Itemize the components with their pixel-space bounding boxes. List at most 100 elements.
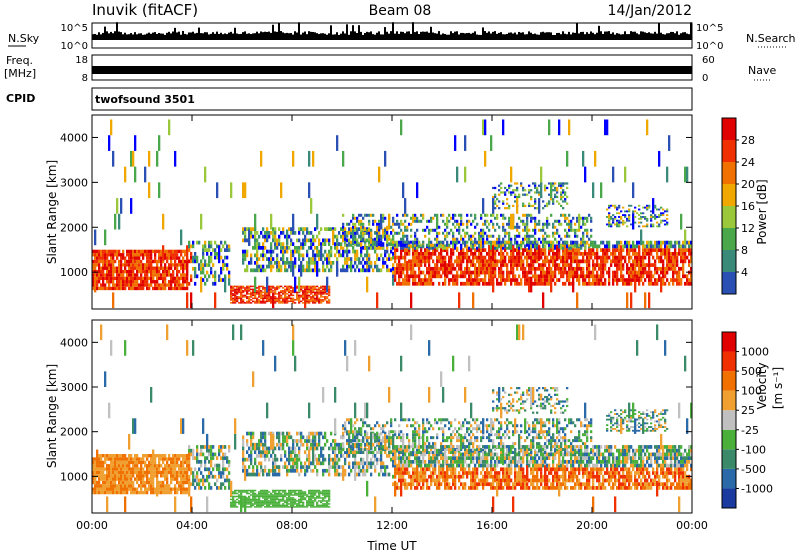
data-cell — [568, 246, 571, 250]
data-cell — [568, 266, 571, 271]
data-cell — [274, 300, 277, 303]
nsky-bar — [506, 33, 508, 40]
nsky-bar — [664, 34, 666, 40]
data-cell — [148, 464, 151, 468]
data-cell — [562, 213, 565, 217]
data-cell — [670, 244, 673, 249]
data-cell — [568, 244, 571, 249]
data-cell — [246, 296, 249, 298]
data-cell — [542, 222, 545, 226]
data-cell — [118, 490, 121, 495]
data-cell — [536, 240, 539, 244]
data-cell — [482, 244, 485, 249]
nsky-bar — [94, 33, 96, 40]
data-cell — [104, 477, 107, 481]
data-cell — [162, 467, 165, 471]
data-cell — [632, 182, 635, 199]
data-cell — [498, 184, 501, 187]
data-cell — [252, 293, 255, 295]
nsky-bar — [206, 32, 208, 40]
data-cell — [452, 248, 455, 252]
data-cell — [308, 285, 311, 288]
data-cell — [558, 234, 561, 238]
data-cell — [684, 259, 687, 264]
data-cell — [118, 480, 121, 485]
data-cell — [596, 248, 599, 252]
data-cell — [252, 288, 255, 291]
nsky-bar — [368, 32, 370, 40]
data-cell — [142, 276, 145, 281]
data-cell — [492, 263, 495, 267]
nsky-bar — [340, 33, 342, 40]
data-cell — [314, 268, 317, 273]
data-cell — [384, 253, 387, 258]
data-cell — [522, 274, 525, 279]
data-cell — [248, 297, 251, 300]
data-cell — [364, 253, 367, 258]
data-cell — [532, 274, 535, 279]
data-cell — [142, 249, 145, 254]
nsky-label: N.Sky — [8, 32, 40, 45]
data-cell — [678, 251, 681, 256]
data-cell — [644, 251, 647, 256]
data-cell — [488, 281, 491, 286]
data-cell — [168, 487, 171, 491]
data-cell — [282, 253, 285, 258]
data-cell — [634, 210, 637, 213]
data-cell — [172, 454, 175, 458]
data-cell — [658, 244, 661, 249]
data-cell — [264, 300, 267, 303]
data-cell — [158, 470, 161, 475]
data-cell — [492, 186, 495, 190]
data-cell — [170, 467, 173, 471]
data-cell — [608, 212, 611, 215]
data-cell — [160, 286, 163, 291]
data-cell — [264, 294, 267, 297]
data-cell — [588, 270, 591, 275]
data-cell — [392, 228, 395, 232]
data-cell — [672, 244, 675, 249]
data-cell — [602, 248, 605, 252]
data-cell — [416, 259, 419, 264]
data-cell — [502, 222, 505, 226]
data-cell — [144, 460, 147, 465]
data-cell — [150, 283, 153, 287]
data-cell — [440, 263, 443, 267]
data-cell — [582, 266, 585, 271]
data-cell — [588, 259, 591, 264]
data-cell — [398, 278, 401, 282]
data-cell — [254, 213, 257, 230]
data-cell — [562, 259, 565, 264]
data-cell — [620, 240, 623, 245]
data-cell — [470, 222, 473, 226]
data-cell — [574, 274, 577, 279]
data-cell — [416, 255, 419, 260]
data-cell — [146, 273, 149, 277]
data-cell — [400, 255, 403, 260]
data-cell — [300, 245, 303, 250]
data-cell — [558, 270, 561, 275]
nsky-bar — [494, 31, 496, 40]
data-cell — [160, 266, 163, 270]
data-cell — [430, 246, 433, 250]
data-cell — [454, 240, 457, 245]
data-cell — [132, 259, 135, 264]
data-cell — [516, 259, 519, 264]
data-cell — [496, 248, 499, 252]
data-cell — [110, 280, 113, 284]
data-cell — [164, 470, 167, 475]
data-cell — [108, 135, 111, 151]
data-cell — [530, 216, 533, 220]
nsky-bar — [556, 32, 558, 40]
data-cell — [306, 238, 309, 243]
nsky-bar — [336, 32, 338, 40]
data-cell — [174, 259, 177, 264]
data-cell — [282, 290, 285, 292]
data-cell — [142, 269, 145, 274]
data-cell — [444, 222, 447, 226]
data-cell — [262, 257, 265, 261]
data-cell — [414, 244, 417, 249]
data-cell — [268, 249, 271, 254]
nsky-bar — [570, 34, 572, 40]
data-cell — [468, 266, 471, 271]
